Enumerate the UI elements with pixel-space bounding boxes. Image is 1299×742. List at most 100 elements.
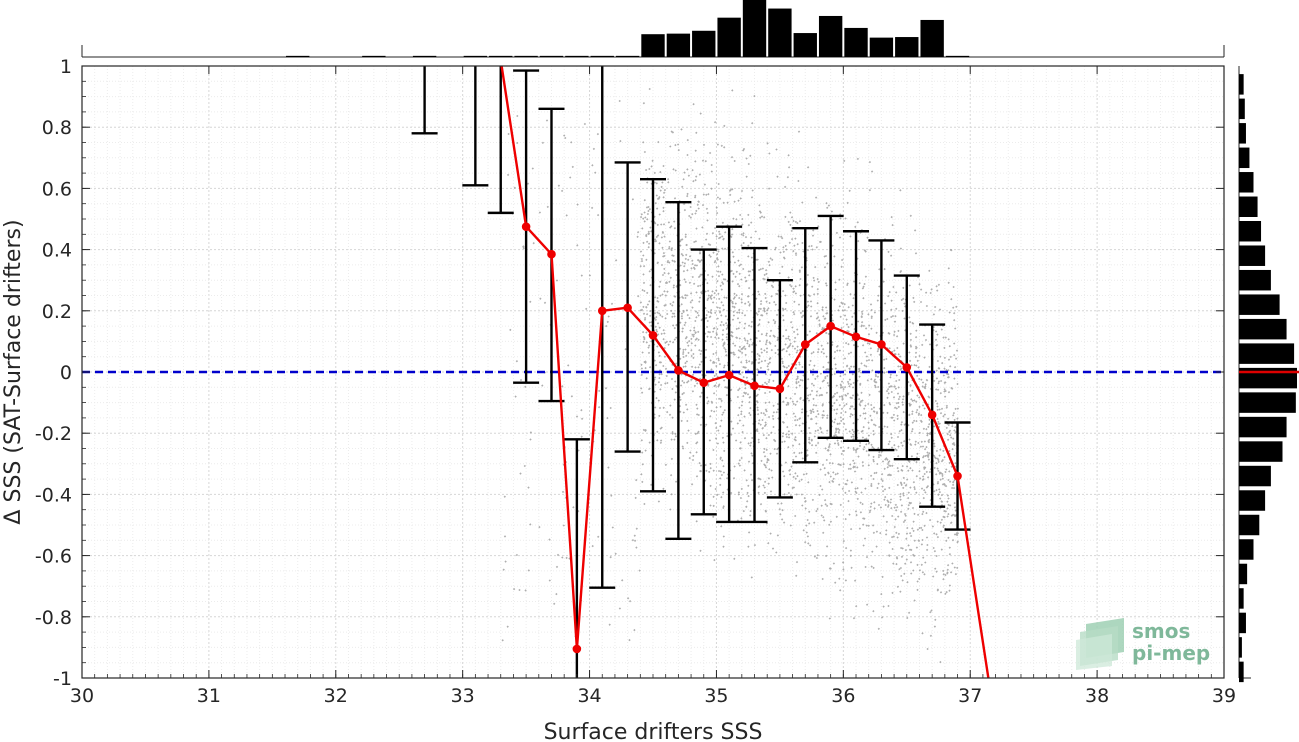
mean-curve bbox=[500, 66, 993, 688]
mean-point bbox=[927, 410, 937, 420]
right-histogram-bar bbox=[1239, 74, 1244, 95]
y-tick-label: 0.2 bbox=[42, 301, 72, 323]
x-tick-label: 39 bbox=[1212, 685, 1236, 707]
y-tick-label: -0.4 bbox=[35, 484, 72, 506]
logo-text-smos: smos bbox=[1132, 619, 1190, 643]
mean-point bbox=[623, 303, 632, 313]
x-tick-label: 36 bbox=[831, 685, 855, 707]
top-histogram-bar bbox=[463, 55, 488, 57]
right-histogram-bar bbox=[1239, 588, 1244, 609]
top-histogram-bar bbox=[539, 55, 564, 57]
x-tick-label: 32 bbox=[324, 685, 348, 707]
mean-point bbox=[521, 222, 531, 231]
mean-point bbox=[648, 330, 658, 340]
x-tick-label: 31 bbox=[197, 685, 221, 707]
top-histogram-bar bbox=[565, 55, 589, 57]
logo-mark-icon bbox=[1076, 618, 1124, 670]
logo-text-pi-mep: pi-mep bbox=[1132, 641, 1210, 665]
right-histogram-bar bbox=[1239, 147, 1250, 169]
top-histogram-bar bbox=[692, 30, 716, 57]
mean-point bbox=[597, 306, 607, 316]
x-tick-label: 33 bbox=[451, 685, 475, 707]
right-histogram-bar bbox=[1239, 318, 1287, 340]
error-bar bbox=[462, 66, 489, 187]
x-tick-label: 38 bbox=[1085, 685, 1109, 707]
x-tick-label: 37 bbox=[958, 685, 982, 707]
top-histogram-bar bbox=[412, 55, 437, 57]
right-histogram-bar bbox=[1239, 269, 1271, 291]
right-histogram-bar bbox=[1239, 514, 1260, 536]
right-histogram-bar bbox=[1239, 221, 1262, 242]
right-histogram-bar bbox=[1239, 661, 1244, 683]
error-bar bbox=[563, 438, 590, 678]
y-tick-label: -0.6 bbox=[35, 546, 72, 568]
mean-point bbox=[953, 471, 962, 481]
mean-point bbox=[902, 363, 912, 372]
right-histogram-bar bbox=[1239, 490, 1266, 511]
x-tick-label: 35 bbox=[704, 685, 728, 707]
y-tick-label: 0 bbox=[60, 362, 72, 384]
mean-point bbox=[750, 381, 759, 391]
top-histogram-bar bbox=[793, 33, 817, 57]
top-histogram-bar bbox=[844, 27, 868, 57]
top-histogram-bar bbox=[615, 55, 640, 57]
mean-point bbox=[572, 644, 582, 654]
top-histogram-bar bbox=[717, 17, 741, 58]
right-histogram-bar bbox=[1239, 441, 1283, 462]
right-histogram-bar bbox=[1239, 612, 1246, 634]
x-axis-title: Surface drifters SSS bbox=[544, 720, 763, 742]
mean-point bbox=[985, 680, 993, 688]
mean-point bbox=[547, 249, 556, 259]
mean-point bbox=[800, 340, 810, 349]
mean-point bbox=[674, 366, 683, 375]
x-tick-label: 30 bbox=[70, 685, 94, 707]
y-tick-label: -0.8 bbox=[35, 607, 72, 629]
top-histogram-bar bbox=[286, 55, 310, 57]
y-tick-label: 0.6 bbox=[42, 178, 72, 200]
mean-point bbox=[851, 332, 861, 342]
right-histogram-bar bbox=[1239, 539, 1254, 560]
right-histogram-bar bbox=[1239, 416, 1287, 438]
y-tick-label: 1 bbox=[60, 56, 72, 78]
top-histogram-bar bbox=[895, 37, 919, 57]
mean-point bbox=[775, 384, 785, 394]
top-histogram-bar bbox=[514, 55, 538, 57]
smos-pi-mep-logo: smos pi-mep bbox=[1076, 618, 1210, 670]
top-histogram-bar bbox=[742, 0, 767, 57]
top-histogram-bar bbox=[818, 15, 843, 58]
error-bar bbox=[411, 66, 438, 135]
y-tick-label: 0.4 bbox=[42, 240, 72, 262]
right-histogram-bar bbox=[1239, 563, 1248, 585]
right-histogram-bar bbox=[1239, 196, 1258, 217]
top-histogram-bar bbox=[945, 55, 970, 57]
x-tick-label: 34 bbox=[577, 685, 601, 707]
error-bar bbox=[487, 66, 514, 215]
right-histogram-bar bbox=[1239, 172, 1254, 193]
top-histogram-bar bbox=[768, 8, 792, 58]
right-histogram-bar bbox=[1239, 294, 1280, 315]
top-histogram-bar bbox=[641, 34, 665, 57]
right-histogram-bar bbox=[1239, 465, 1271, 487]
y-tick-label: -1 bbox=[53, 668, 72, 690]
mean-curve-line bbox=[500, 66, 990, 678]
y-tick-label: 0.8 bbox=[42, 117, 72, 139]
mean-point bbox=[699, 378, 709, 388]
right-histogram bbox=[1238, 66, 1299, 683]
right-histogram-bar bbox=[1239, 637, 1242, 658]
right-histogram-bar bbox=[1239, 123, 1246, 144]
right-histogram-bar bbox=[1239, 392, 1296, 413]
mean-point bbox=[877, 340, 886, 349]
right-histogram-bar bbox=[1239, 245, 1266, 266]
y-axis: -1 -0.8 -0.6 -0.4 -0.2 0 0.2 0.4 0.6 0.8 1 bbox=[35, 56, 1224, 690]
top-histogram bbox=[81, 0, 1225, 58]
top-histogram-bar bbox=[666, 33, 691, 57]
top-histogram-bar bbox=[590, 55, 614, 57]
mean-point bbox=[826, 321, 835, 331]
right-histogram-bar bbox=[1239, 343, 1295, 364]
top-histogram-bar bbox=[869, 37, 894, 57]
top-histogram-bar bbox=[920, 19, 944, 57]
y-axis-title: Δ SSS (SAT-Surface drifters) bbox=[1, 219, 26, 524]
mean-point bbox=[724, 370, 734, 380]
top-histogram-bar bbox=[362, 55, 386, 57]
